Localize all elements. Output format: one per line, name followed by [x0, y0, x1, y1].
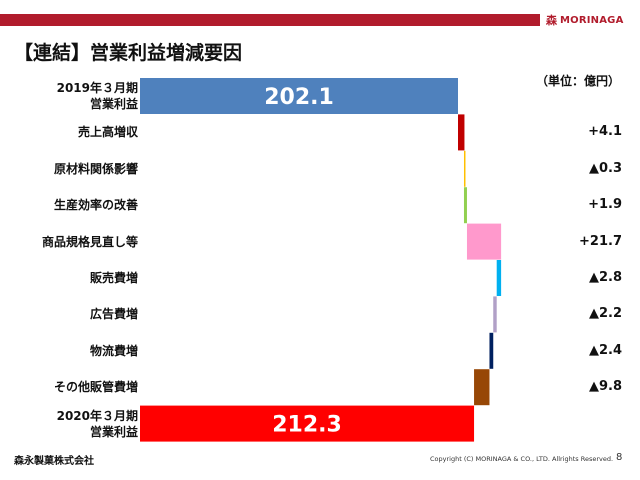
bar-2	[463, 150, 466, 187]
page-number: 8	[616, 452, 623, 463]
category-label-9: 2020年３月期 営業利益	[56, 408, 138, 439]
category-label-8: その他販管費増	[53, 380, 138, 395]
category-label-6: 広告費増	[89, 307, 138, 322]
category-label-3: 生産効率の改善	[53, 198, 138, 213]
bar-value-label-0: 202.1	[264, 85, 334, 110]
bar-5	[496, 260, 502, 296]
bar-3	[463, 187, 467, 224]
value-label-2: ▲0.3	[588, 160, 622, 176]
logo-mark-icon: 森	[546, 14, 557, 27]
bar-0	[140, 78, 458, 114]
value-label-5: ▲2.8	[588, 270, 622, 285]
bar-value-label-9: 212.3	[272, 413, 342, 438]
value-label-3: +1.9	[588, 197, 622, 213]
value-label-1: +4.1	[588, 124, 622, 140]
morinaga-logo: 森 MORINAGA	[546, 10, 624, 30]
unit-label: （単位：億円）	[535, 74, 620, 88]
value-label-7: ▲2.4	[588, 342, 622, 358]
bar-6	[493, 296, 497, 333]
page-title: 【連結】営業利益増減要因	[14, 42, 243, 64]
logo-text: MORINAGA	[560, 14, 624, 26]
bar-7	[489, 332, 494, 369]
company-name: 森永製菓株式会社	[14, 456, 94, 467]
category-label-2: 原材料関係影響	[53, 161, 138, 176]
bar-1	[458, 114, 465, 151]
category-label-4: 商品規格見直し等	[41, 234, 138, 249]
category-label-0: 2019年３月期 営業利益	[56, 81, 138, 111]
bar-8	[474, 369, 490, 406]
category-label-1: 売上高増収	[77, 125, 138, 140]
category-label-7: 物流費増	[89, 343, 138, 358]
value-label-6: ▲2.2	[588, 306, 622, 322]
copyright: Copyright (C) MORINAGA & CO., LTD. Allri…	[430, 455, 614, 463]
bar-9	[140, 405, 475, 442]
bar-4	[466, 223, 502, 260]
value-label-8: ▲9.8	[588, 379, 622, 395]
header-bar	[0, 14, 540, 26]
category-label-5: 販売費増	[89, 271, 138, 285]
value-label-4: +21.7	[579, 233, 622, 249]
